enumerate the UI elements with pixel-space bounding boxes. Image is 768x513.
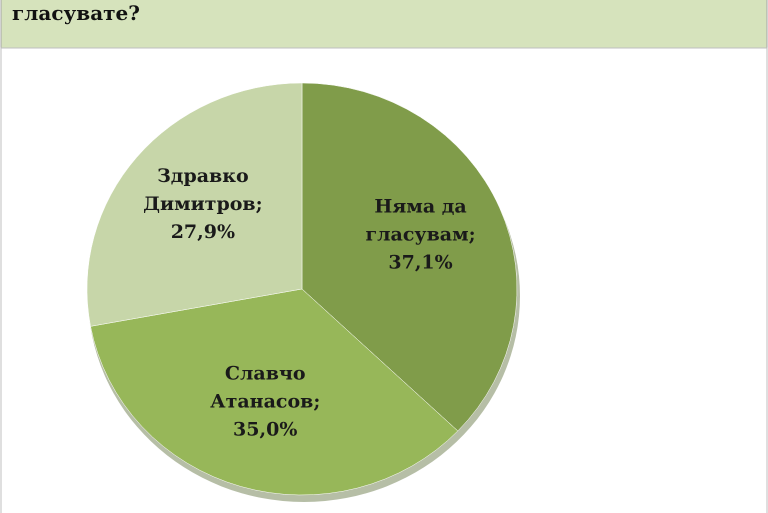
pie-slice [86, 82, 303, 327]
header-band [0, 0, 768, 49]
pie-slice [301, 82, 518, 432]
category-label-line: Здравко [157, 165, 249, 187]
category-label-line: Славчо [225, 362, 306, 384]
value-label: 35,0% [233, 418, 297, 440]
category-label: Славчо Атанасов; [210, 362, 320, 412]
value-label: 37,1% [388, 251, 452, 273]
category-label-line: Димитров; [143, 193, 263, 215]
category-label-line: Няма да [374, 195, 466, 217]
plot-frame [0, 47, 768, 513]
category-label: Здравко Димитров; [143, 165, 263, 215]
category-label-line: гласувам; [365, 223, 475, 245]
category-label-line: Атанасов; [210, 390, 320, 412]
value-label: 27,9% [171, 221, 235, 243]
pie-slice [90, 288, 459, 496]
chart-title: гласувате? [12, 1, 140, 25]
pie: Няма да гласувам; 37,1% Славчо Атанасов; 35,0… [86, 82, 518, 496]
category-label: Няма да гласувам; [365, 195, 475, 245]
